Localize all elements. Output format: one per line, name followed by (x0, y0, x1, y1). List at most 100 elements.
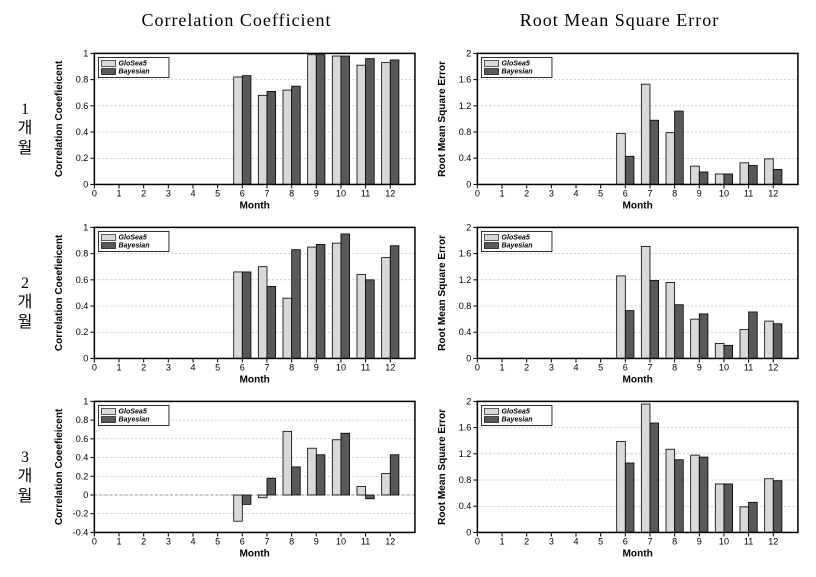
svg-text:Bayesian: Bayesian (502, 243, 534, 250)
svg-text:Month: Month (240, 201, 270, 212)
svg-text:9: 9 (314, 537, 319, 547)
svg-text:Month: Month (623, 375, 653, 386)
svg-text:11: 11 (744, 189, 753, 199)
svg-text:5: 5 (598, 189, 603, 199)
svg-text:1: 1 (83, 48, 88, 58)
svg-text:3: 3 (549, 363, 554, 373)
row-label-3: 3개월 (10, 392, 40, 562)
svg-text:0: 0 (92, 189, 97, 199)
corner-spacer (10, 10, 40, 40)
svg-text:0.8: 0.8 (459, 301, 472, 311)
svg-text:3: 3 (166, 537, 171, 547)
svg-text:3: 3 (549, 189, 554, 199)
svg-text:2: 2 (524, 189, 529, 199)
svg-text:4: 4 (573, 537, 578, 547)
svg-text:10: 10 (719, 537, 729, 547)
svg-text:Month: Month (623, 549, 653, 560)
svg-text:5: 5 (598, 537, 603, 547)
svg-text:GloSea5: GloSea5 (502, 408, 530, 415)
svg-text:1.2: 1.2 (459, 449, 472, 459)
chart-cc-2month: 012345678910111200.20.40.60.81MonthCorre… (50, 218, 423, 388)
svg-text:6: 6 (240, 189, 245, 199)
svg-text:9: 9 (697, 189, 702, 199)
svg-text:8: 8 (672, 537, 677, 547)
svg-text:-0.4: -0.4 (73, 527, 89, 537)
svg-text:9: 9 (697, 363, 702, 373)
svg-text:GloSea5: GloSea5 (502, 234, 530, 241)
svg-text:Bayesian: Bayesian (119, 243, 151, 250)
svg-text:1: 1 (116, 363, 121, 373)
svg-text:0: 0 (83, 490, 88, 500)
svg-text:Bayesian: Bayesian (502, 69, 534, 76)
svg-text:12: 12 (385, 363, 395, 373)
svg-text:1: 1 (83, 222, 88, 232)
column-header-left: Correlation Coefficient (50, 10, 423, 40)
svg-text:6: 6 (240, 537, 245, 547)
svg-text:12: 12 (768, 189, 778, 199)
svg-text:1: 1 (499, 363, 504, 373)
svg-text:6: 6 (623, 537, 628, 547)
svg-text:12: 12 (768, 537, 778, 547)
svg-text:8: 8 (672, 363, 677, 373)
svg-text:0.2: 0.2 (76, 327, 89, 337)
svg-text:2: 2 (141, 537, 146, 547)
svg-text:0.6: 0.6 (76, 275, 89, 285)
svg-text:10: 10 (336, 189, 346, 199)
svg-text:1: 1 (499, 537, 504, 547)
svg-text:0.8: 0.8 (459, 127, 472, 137)
svg-text:12: 12 (385, 537, 395, 547)
svg-text:4: 4 (190, 189, 195, 199)
svg-text:0.6: 0.6 (76, 434, 89, 444)
svg-text:2: 2 (141, 363, 146, 373)
svg-text:0: 0 (83, 353, 88, 363)
svg-text:2: 2 (524, 363, 529, 373)
svg-text:0.4: 0.4 (459, 327, 472, 337)
svg-text:0: 0 (475, 537, 480, 547)
svg-text:1: 1 (116, 537, 121, 547)
svg-text:0.4: 0.4 (459, 501, 472, 511)
svg-text:0.4: 0.4 (76, 127, 89, 137)
svg-text:7: 7 (647, 363, 652, 373)
svg-text:5: 5 (215, 363, 220, 373)
chart-rmse-1month: 012345678910111200.40.81.21.62MonthRoot … (433, 44, 806, 214)
svg-text:0: 0 (92, 363, 97, 373)
svg-text:Correlation Coeefieicent: Correlation Coeefieicent (54, 60, 65, 177)
svg-text:0.8: 0.8 (76, 415, 89, 425)
svg-text:0: 0 (475, 363, 480, 373)
svg-text:9: 9 (697, 537, 702, 547)
svg-text:11: 11 (361, 189, 370, 199)
svg-text:11: 11 (744, 537, 753, 547)
svg-text:1.2: 1.2 (459, 101, 472, 111)
svg-text:4: 4 (190, 537, 195, 547)
svg-text:8: 8 (672, 189, 677, 199)
svg-text:11: 11 (744, 363, 753, 373)
svg-text:0: 0 (92, 537, 97, 547)
svg-text:12: 12 (768, 363, 778, 373)
chart-cc-3month: 0123456789101112-0.4-0.200.20.40.60.81Mo… (50, 392, 423, 562)
svg-text:0: 0 (466, 179, 471, 189)
svg-text:7: 7 (264, 189, 269, 199)
svg-text:GloSea5: GloSea5 (119, 234, 147, 241)
svg-text:0: 0 (466, 353, 471, 363)
svg-text:Bayesian: Bayesian (119, 69, 151, 76)
column-header-right: Root Mean Square Error (433, 10, 806, 40)
svg-text:5: 5 (215, 189, 220, 199)
svg-text:10: 10 (336, 537, 346, 547)
svg-text:7: 7 (264, 537, 269, 547)
svg-text:12: 12 (385, 189, 395, 199)
chart-cc-1month: 012345678910111200.20.40.60.81MonthCorre… (50, 44, 423, 214)
svg-text:Bayesian: Bayesian (119, 417, 151, 424)
svg-text:0.8: 0.8 (76, 249, 89, 259)
svg-text:1.6: 1.6 (459, 423, 472, 433)
svg-text:9: 9 (314, 363, 319, 373)
svg-text:10: 10 (719, 189, 729, 199)
svg-text:GloSea5: GloSea5 (119, 408, 147, 415)
svg-text:6: 6 (623, 363, 628, 373)
svg-text:3: 3 (549, 537, 554, 547)
svg-text:Bayesian: Bayesian (502, 417, 534, 424)
svg-text:2: 2 (466, 396, 471, 406)
svg-text:1: 1 (499, 189, 504, 199)
chart-rmse-2month: 012345678910111200.40.81.21.62MonthRoot … (433, 218, 806, 388)
svg-text:10: 10 (336, 363, 346, 373)
svg-text:0.8: 0.8 (459, 475, 472, 485)
